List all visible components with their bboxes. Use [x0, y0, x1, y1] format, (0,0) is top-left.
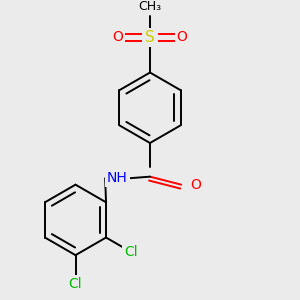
Text: NH: NH	[107, 171, 128, 185]
Text: Cl: Cl	[124, 245, 138, 259]
Text: Cl: Cl	[69, 277, 82, 291]
Text: O: O	[112, 30, 123, 44]
Text: O: O	[177, 30, 188, 44]
Text: S: S	[145, 30, 155, 45]
Text: O: O	[190, 178, 201, 192]
Text: CH₃: CH₃	[138, 0, 162, 13]
